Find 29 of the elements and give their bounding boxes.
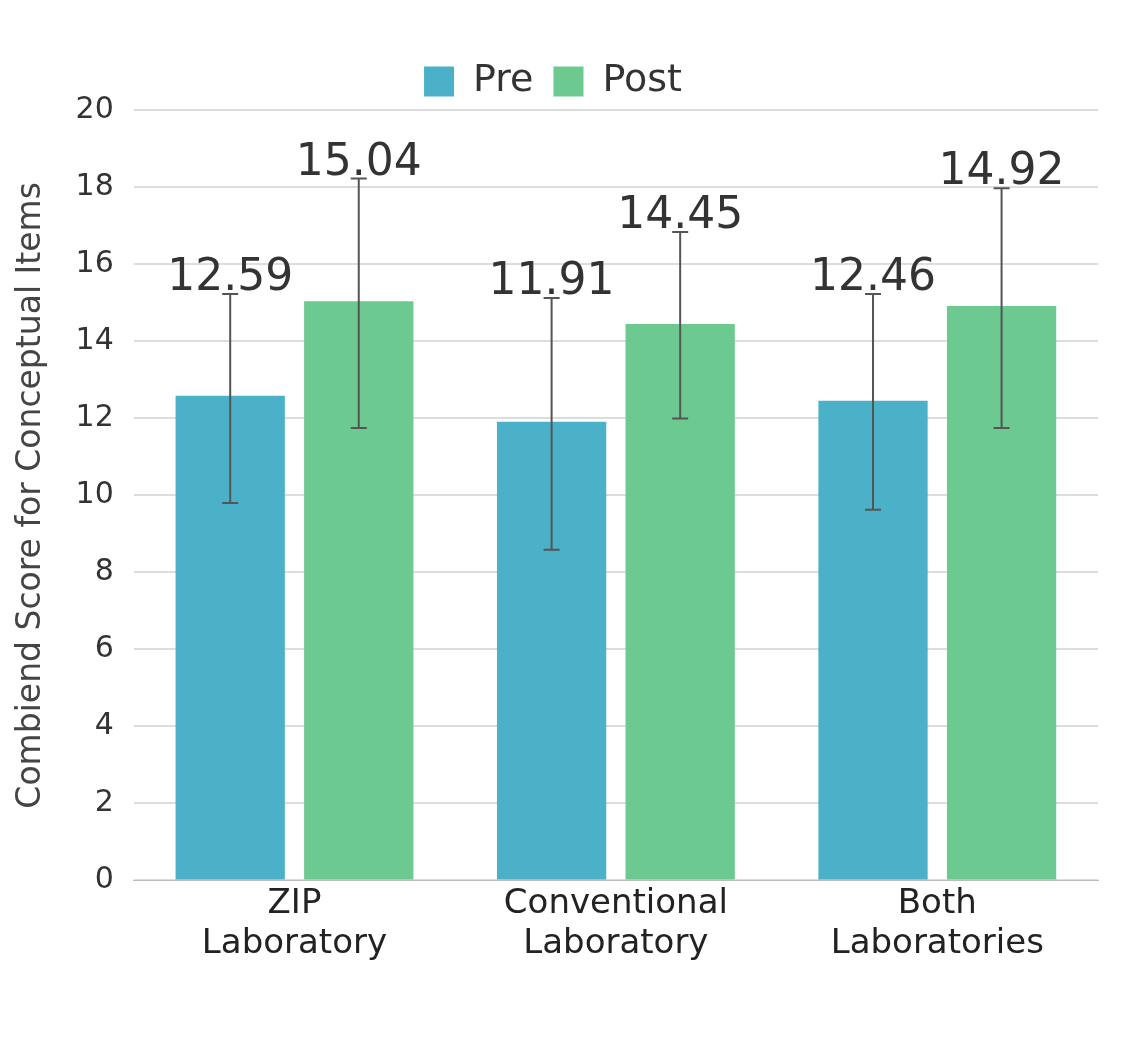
y-tick-label: 12 [75, 398, 114, 434]
bar [304, 301, 414, 880]
bar [625, 324, 735, 880]
data-label: 15.04 [295, 133, 422, 185]
legend-label: Post [602, 56, 682, 101]
x-tick-label: Both Laboratories [830, 880, 1044, 962]
y-tick-label: 0 [94, 860, 114, 896]
data-label: 12.59 [167, 249, 294, 301]
y-tick-label: 4 [94, 706, 114, 742]
y-tick-label: 20 [75, 90, 114, 126]
bar [496, 421, 607, 880]
y-tick-label: 10 [75, 475, 114, 511]
x-tick-label: ZIP Laboratory [201, 880, 388, 962]
y-tick-label: 8 [94, 552, 114, 588]
y-tick-label: 6 [94, 629, 114, 665]
bar [818, 400, 928, 880]
bar [175, 395, 285, 880]
x-tick-label: Conventional Laboratory [503, 880, 728, 962]
data-label: 11.91 [488, 252, 615, 304]
legend-label: Pre [473, 56, 534, 101]
y-tick-label: 16 [75, 244, 114, 280]
y-axis-title: Combiend Score for Conceptual Items [9, 182, 49, 809]
y-tick-label: 2 [94, 783, 114, 819]
y-tick-label: 18 [75, 167, 114, 203]
data-label: 14.92 [938, 143, 1065, 195]
data-label: 14.45 [617, 187, 744, 239]
y-tick-label: 14 [75, 321, 114, 357]
bar [946, 305, 1057, 880]
data-label: 12.46 [810, 249, 936, 301]
